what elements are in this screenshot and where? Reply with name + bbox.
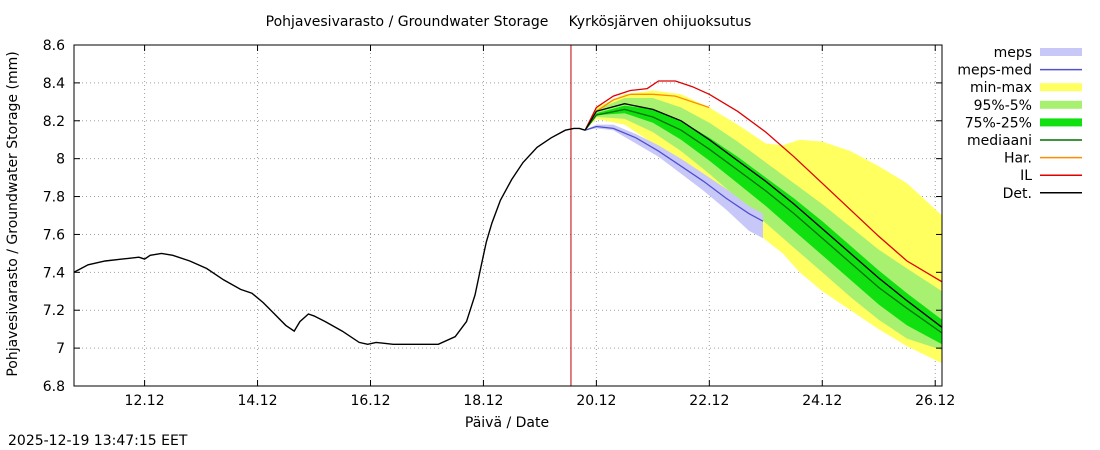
y-tick-label: 7 bbox=[56, 341, 65, 357]
y-tick-label: 8.4 bbox=[43, 76, 65, 92]
y-tick-label: 8.6 bbox=[43, 38, 65, 54]
line-det bbox=[584, 103, 943, 328]
line-median bbox=[584, 108, 943, 334]
line-il bbox=[584, 80, 943, 283]
line-observed bbox=[73, 127, 586, 346]
x-axis-ticks: 12.12 14.12 16.12 18.12 20.12 22.12 24.12 26.12 bbox=[125, 45, 955, 409]
bands bbox=[585, 90, 942, 364]
x-tick-label: 18.12 bbox=[463, 393, 503, 409]
plot-frame bbox=[73, 44, 943, 387]
x-tick-label: 14.12 bbox=[237, 393, 277, 409]
x-tick-label: 26.12 bbox=[915, 393, 955, 409]
legend-label-p75_25: 75%-25% bbox=[965, 115, 1032, 131]
y-tick-label: 7.6 bbox=[43, 227, 65, 243]
x-axis-label: Päivä / Date bbox=[465, 415, 549, 431]
legend-label-meps: meps bbox=[994, 45, 1032, 61]
x-tick-label: 22.12 bbox=[689, 393, 729, 409]
y-tick-label: 7.8 bbox=[43, 190, 65, 206]
legend-swatch-p75_25 bbox=[1040, 118, 1082, 127]
x-tick-label: 12.12 bbox=[125, 393, 165, 409]
y-tick-label: 6.8 bbox=[43, 379, 65, 395]
y-tick-label: 7.2 bbox=[43, 303, 65, 319]
line-har bbox=[584, 93, 710, 131]
legend-label-median: mediaani bbox=[967, 133, 1032, 149]
y-axis-ticks: 6.8 7 7.2 7.4 7.6 7.8 8 8.2 8.4 8.6 bbox=[43, 38, 942, 395]
series-lines bbox=[73, 45, 943, 386]
grid bbox=[74, 45, 942, 386]
legend-label-har: Har. bbox=[1004, 151, 1032, 167]
band-meps bbox=[585, 124, 763, 239]
legend-swatch-meps bbox=[1040, 48, 1082, 56]
legend-swatch-min_max bbox=[1040, 83, 1082, 92]
legend-swatch-p95_5 bbox=[1040, 100, 1082, 109]
legend-label-min_max: min-max bbox=[970, 80, 1032, 96]
legend-label-il: IL bbox=[1020, 168, 1032, 184]
y-tick-label: 8 bbox=[56, 152, 65, 168]
band-95-5 bbox=[585, 98, 942, 350]
y-axis-label: Pohjavesivarasto / Groundwater Storage (… bbox=[5, 51, 21, 376]
legend-label-det: Det. bbox=[1003, 186, 1032, 202]
y-tick-label: 7.4 bbox=[43, 265, 65, 281]
chart-subtitle: Kyrkösjärven ohijuoksutus bbox=[569, 14, 752, 30]
line-meps-med bbox=[584, 125, 764, 222]
x-tick-label: 24.12 bbox=[802, 393, 842, 409]
x-tick-label: 20.12 bbox=[576, 393, 616, 409]
chart-title: Pohjavesivarasto / Groundwater Storage bbox=[266, 14, 549, 30]
legend-label-meps_med: meps-med bbox=[957, 63, 1032, 79]
timestamp: 2025-12-19 13:47:15 EET bbox=[8, 433, 188, 449]
x-tick-label: 16.12 bbox=[350, 393, 390, 409]
legend-label-p95_5: 95%-5% bbox=[974, 98, 1032, 114]
band-75-25 bbox=[585, 105, 942, 345]
y-tick-label: 8.2 bbox=[43, 114, 65, 130]
